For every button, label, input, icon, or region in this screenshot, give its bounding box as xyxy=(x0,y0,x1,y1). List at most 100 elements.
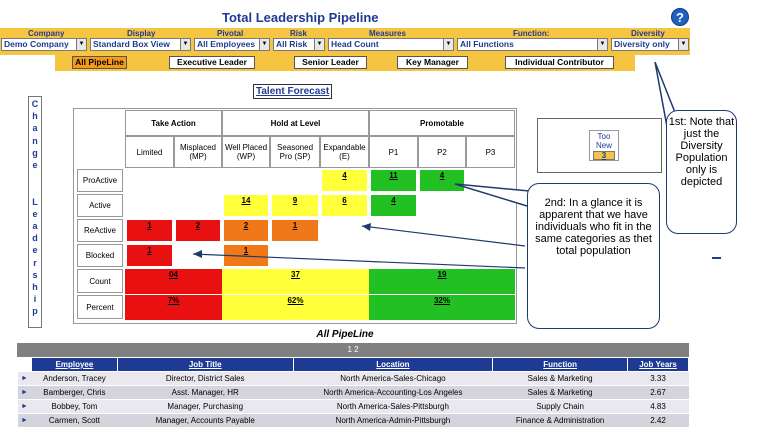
table-row[interactable]: ► Carmen, Scott Manager, Accounts Payable N… xyxy=(17,413,689,428)
table-row[interactable]: ► Bamberger, Chris Asst. Manager, HR North … xyxy=(17,385,689,400)
count-total[interactable]: 37 xyxy=(222,269,369,294)
measures-select[interactable]: Head Count ▼ xyxy=(328,38,454,51)
table-cell: Asst. Manager, HR xyxy=(117,385,294,400)
tab-executive-leader[interactable]: Executive Leader xyxy=(169,56,255,69)
col-function[interactable]: Function xyxy=(492,357,629,372)
grid-cell-value[interactable]: 1 xyxy=(224,245,268,266)
function-select[interactable]: All Functions ▼ xyxy=(457,38,608,51)
risk-select[interactable]: All Risk ▼ xyxy=(273,38,325,51)
page-title: Total Leadership Pipeline xyxy=(222,10,379,25)
table-cell: North America-Admin-Pittsburgh xyxy=(293,413,493,428)
chevron-down-icon: ▼ xyxy=(443,39,453,50)
tab-senior-leader[interactable]: Senior Leader xyxy=(294,56,367,69)
axis-letter: L xyxy=(32,196,38,207)
column-header: Well Placed (WP) xyxy=(222,136,270,168)
expand-row-icon[interactable]: ► xyxy=(17,399,32,414)
grid-cell-value[interactable]: 1 xyxy=(127,220,172,241)
grid-cell-value[interactable]: 2 xyxy=(224,220,268,241)
table-cell: Manager, Purchasing xyxy=(117,399,294,414)
tab-all-pipeline[interactable]: All PipeLine xyxy=(72,56,127,69)
chevron-down-icon: ▼ xyxy=(314,39,324,50)
percent-total[interactable]: 32% xyxy=(369,295,515,320)
table-cell: Carmen, Scott xyxy=(31,413,118,428)
col-job-title[interactable]: Job Title xyxy=(116,357,294,372)
column-header: Seasoned Pro (SP) xyxy=(270,136,320,168)
display-select[interactable]: Standard Box View ▼ xyxy=(90,38,191,51)
chevron-down-icon: ▼ xyxy=(180,39,190,50)
grid-cell-value[interactable]: 4 xyxy=(420,170,464,191)
diversity-select[interactable]: Diversity only ▼ xyxy=(611,38,689,51)
table-cell: Bamberger, Chris xyxy=(31,385,118,400)
axis-letter: a xyxy=(32,221,38,232)
row-header: Blocked xyxy=(77,244,123,267)
percent-total[interactable]: 7% xyxy=(125,295,222,320)
company-select[interactable]: Demo Company ▼ xyxy=(1,38,87,51)
table-cell: North America-Sales-Chicago xyxy=(293,371,493,386)
talent-forecast-title: Talent Forecast xyxy=(253,84,333,99)
row-header: Percent xyxy=(77,295,123,319)
table-cell: Manager, Accounts Payable xyxy=(117,413,294,428)
tab-key-manager[interactable]: Key Manager xyxy=(397,56,468,69)
axis-letter: i xyxy=(33,294,37,305)
axis-letter: n xyxy=(32,135,38,146)
table-pager[interactable]: 1 2 xyxy=(17,343,689,357)
filter-bar: Company Display Pivotal Risk Measures Fu… xyxy=(0,28,690,55)
callout-first: 1st: Note that just the Diversity Popula… xyxy=(666,110,737,234)
grid-cell-value[interactable]: 2 xyxy=(176,220,220,241)
tab-individual-contributor[interactable]: Individual Contributor xyxy=(505,56,614,69)
group-header: Hold at Level xyxy=(222,110,369,136)
chevron-down-icon: ▼ xyxy=(259,39,269,50)
expand-row-icon[interactable]: ► xyxy=(17,385,32,400)
axis-letter: p xyxy=(32,306,38,317)
row-header: Active xyxy=(77,194,123,217)
too-new-label: Too New xyxy=(595,132,612,150)
pivotal-select[interactable]: All Employees ▼ xyxy=(194,38,270,51)
table-cell: Sales & Marketing xyxy=(492,371,628,386)
axis-letter: e xyxy=(32,208,38,219)
grid-cell-value[interactable]: 4 xyxy=(322,170,367,191)
filter-label-risk: Risk xyxy=(290,29,307,38)
count-total[interactable]: 04 xyxy=(125,269,222,294)
grid-cell-value[interactable]: 6 xyxy=(322,195,367,216)
grid-cell-value[interactable]: 1 xyxy=(127,245,172,266)
callout-second: 2nd: In a glance it is apparent that we … xyxy=(527,183,660,329)
column-header: P3 xyxy=(466,136,515,168)
help-icon[interactable]: ? xyxy=(671,8,689,26)
column-header: Limited xyxy=(125,136,174,168)
axis-letter: h xyxy=(32,111,38,122)
expand-row-icon[interactable]: ► xyxy=(17,413,32,428)
expand-row-icon[interactable]: ► xyxy=(17,371,32,386)
col-employee[interactable]: Employee xyxy=(30,357,118,372)
percent-total[interactable]: 62% xyxy=(222,295,369,320)
col-location[interactable]: Location xyxy=(292,357,494,372)
grid-cell-value[interactable]: 4 xyxy=(371,195,416,216)
column-header: P2 xyxy=(418,136,466,168)
row-header: Count xyxy=(77,269,123,293)
grid-cell-value[interactable]: 9 xyxy=(272,195,318,216)
talent-grid: Take Action Hold at Level Promotable Limite… xyxy=(73,108,517,324)
table-cell: North America-Sales-Pittsburgh xyxy=(293,399,493,414)
axis-letter: s xyxy=(32,269,38,280)
table-cell: Director, District Sales xyxy=(117,371,294,386)
table-row[interactable]: ► Anderson, Tracey Director, District Sale… xyxy=(17,371,689,386)
table-cell: 2.42 xyxy=(627,413,689,428)
axis-letter: g xyxy=(32,147,38,158)
axis-letter: e xyxy=(32,245,38,256)
count-total[interactable]: 19 xyxy=(369,269,515,294)
filter-label-pivotal: Pivotal xyxy=(217,29,244,38)
axis-letter: r xyxy=(33,257,37,268)
col-job-years[interactable]: Job Years xyxy=(627,357,689,372)
too-new-box: Too New 3 xyxy=(589,130,619,161)
grid-cell-value[interactable]: 1 xyxy=(272,220,318,241)
table-row[interactable]: ► Bobbey, Tom Manager, Purchasing North Ame… xyxy=(17,399,689,414)
table-cell: 4.83 xyxy=(627,399,689,414)
filter-label-display: Display xyxy=(127,29,156,38)
too-new-count[interactable]: 3 xyxy=(593,151,615,160)
pipeline-tabs: All PipeLine Executive Leader Senior Lea… xyxy=(55,55,635,71)
grid-cell-value[interactable]: 11 xyxy=(371,170,416,191)
axis-letter: C xyxy=(31,99,39,109)
group-header: Take Action xyxy=(125,110,222,136)
grid-cell-value[interactable]: 14 xyxy=(224,195,268,216)
table-title: All PipeLine xyxy=(316,329,374,340)
